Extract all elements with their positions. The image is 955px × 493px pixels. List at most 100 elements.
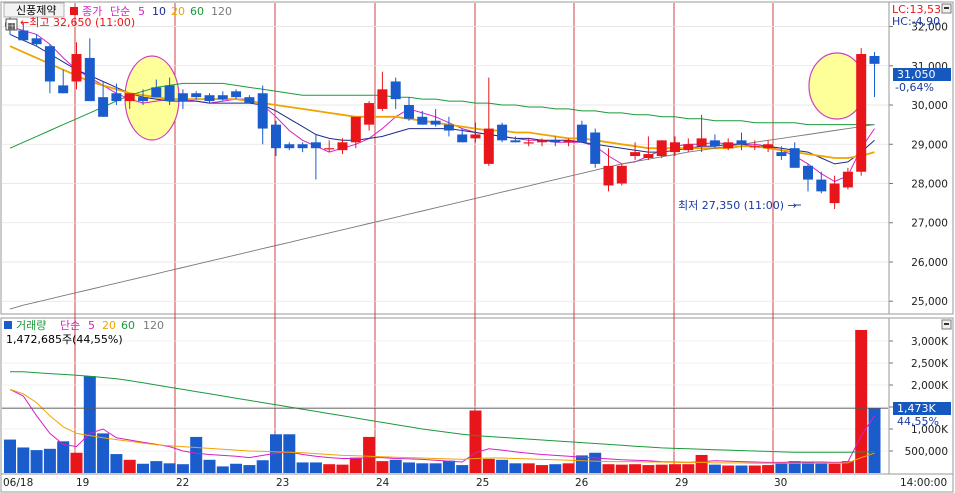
legend-vma120: 120: [143, 319, 164, 332]
volume-bar: [549, 464, 562, 473]
candle-body: [537, 140, 547, 143]
candle-body: [231, 91, 242, 98]
volume-bar: [682, 464, 695, 473]
candle-body: [736, 140, 747, 145]
volume-bar: [642, 465, 655, 473]
volume-bar: [17, 447, 30, 473]
volume-moving-averages: [9, 371, 875, 464]
volume-bar: [43, 448, 56, 473]
price-legend: 종가 단순 5 10 20 60 120: [70, 5, 232, 18]
x-axis-panel: [0, 473, 954, 493]
volume-bar: [429, 463, 442, 473]
volume-axis-panel: [888, 317, 954, 475]
candle-body: [723, 142, 734, 149]
candle-body: [271, 124, 281, 149]
candle-body: [124, 93, 135, 102]
volume-bar: [841, 461, 854, 473]
candle-body: [177, 93, 188, 102]
volume-bar: [336, 464, 349, 473]
candle-body: [244, 97, 255, 104]
candle-body: [98, 97, 109, 117]
candle-body: [603, 165, 614, 186]
volume-bar: [602, 464, 615, 473]
legend-swatch-close: [70, 7, 78, 15]
legend-volume-label: 거래량: [16, 319, 46, 332]
candle-body: [284, 144, 295, 149]
candle-body: [616, 165, 627, 184]
x-tick-label: 30: [774, 477, 787, 489]
volume-bar: [575, 455, 588, 473]
candle-body: [523, 142, 534, 144]
current-volume-pct: 44,55%: [897, 415, 939, 428]
candle-body: [430, 120, 441, 125]
volume-panel: [0, 317, 890, 475]
volume-bar: [722, 465, 735, 473]
legend-swatch-volume: [4, 321, 12, 329]
volume-tick-label: 500,000: [905, 446, 948, 458]
x-tick-label: 24: [376, 477, 390, 489]
volume-bar: [788, 461, 801, 473]
candle-body: [842, 171, 853, 188]
volume-bar: [615, 464, 628, 473]
volume-bar: [496, 459, 509, 473]
price-panel: [0, 1, 890, 315]
candle-body: [443, 124, 454, 131]
legend-close-label: 종가: [82, 5, 102, 18]
volume-bar: [815, 462, 828, 473]
volume-bar: [482, 458, 495, 473]
x-tick-label: 23: [276, 477, 289, 489]
candle-body: [404, 105, 414, 119]
candle-body: [164, 85, 175, 102]
candle-body: [576, 124, 587, 143]
volume-bar: [762, 465, 775, 473]
legend-ma20: 20: [171, 5, 185, 18]
candle-body: [71, 54, 82, 82]
x-tick-label: 22: [176, 477, 189, 489]
legend-vma5: 5: [88, 319, 95, 332]
volume-bar: [536, 465, 548, 473]
candle-body: [18, 30, 29, 41]
x-tick-label: 14:00:00: [900, 477, 947, 489]
candle-body: [204, 95, 215, 102]
candle-body: [44, 46, 55, 82]
volume-bar: [243, 465, 256, 473]
price-gridlines: [2, 26, 888, 302]
legend-ma120: 120: [211, 5, 232, 18]
volume-bar: [123, 459, 136, 473]
volume-bar: [309, 462, 322, 473]
candlesticks: [5, 14, 880, 210]
price-panel-menu-glyph: [944, 7, 949, 9]
candle-body: [470, 134, 481, 139]
candle-body: [643, 154, 654, 158]
current-change: -0,64%: [895, 81, 934, 94]
price-tick-label: 32,000: [911, 22, 948, 34]
volume-bar: [522, 463, 535, 473]
legend-vma60: 60: [121, 319, 135, 332]
candle-body: [803, 165, 813, 180]
current-price-box: [893, 68, 951, 81]
volume-bar: [562, 463, 575, 473]
chart-settings-icon[interactable]: [5, 18, 18, 31]
volume-tick-label: 3,000K: [911, 336, 949, 348]
volume-bar: [589, 452, 602, 473]
price-tick-label: 27,000: [911, 218, 948, 230]
legend-ma60: 60: [190, 5, 204, 18]
candle-body: [749, 146, 760, 148]
volume-tick-label: 1,000K: [911, 424, 949, 436]
volume-bar: [4, 439, 16, 473]
max-price-label: ←최고 32,650 (11:00): [20, 16, 135, 29]
price-tick-label: 25,000: [911, 296, 948, 308]
volume-bar: [735, 465, 748, 473]
volume-bar: [669, 464, 681, 473]
volume-bar: [296, 462, 309, 473]
volume-legend: 거래량 단순 5 20 60 120: [4, 319, 164, 332]
legend-ma5: 5: [138, 5, 145, 18]
stock-title: 신풍제약: [16, 3, 56, 17]
candle-body: [111, 93, 122, 102]
candle-body: [709, 140, 720, 147]
price-tick-label: 26,000: [911, 257, 948, 269]
candle-body: [297, 144, 308, 149]
volume-bar: [868, 408, 881, 473]
